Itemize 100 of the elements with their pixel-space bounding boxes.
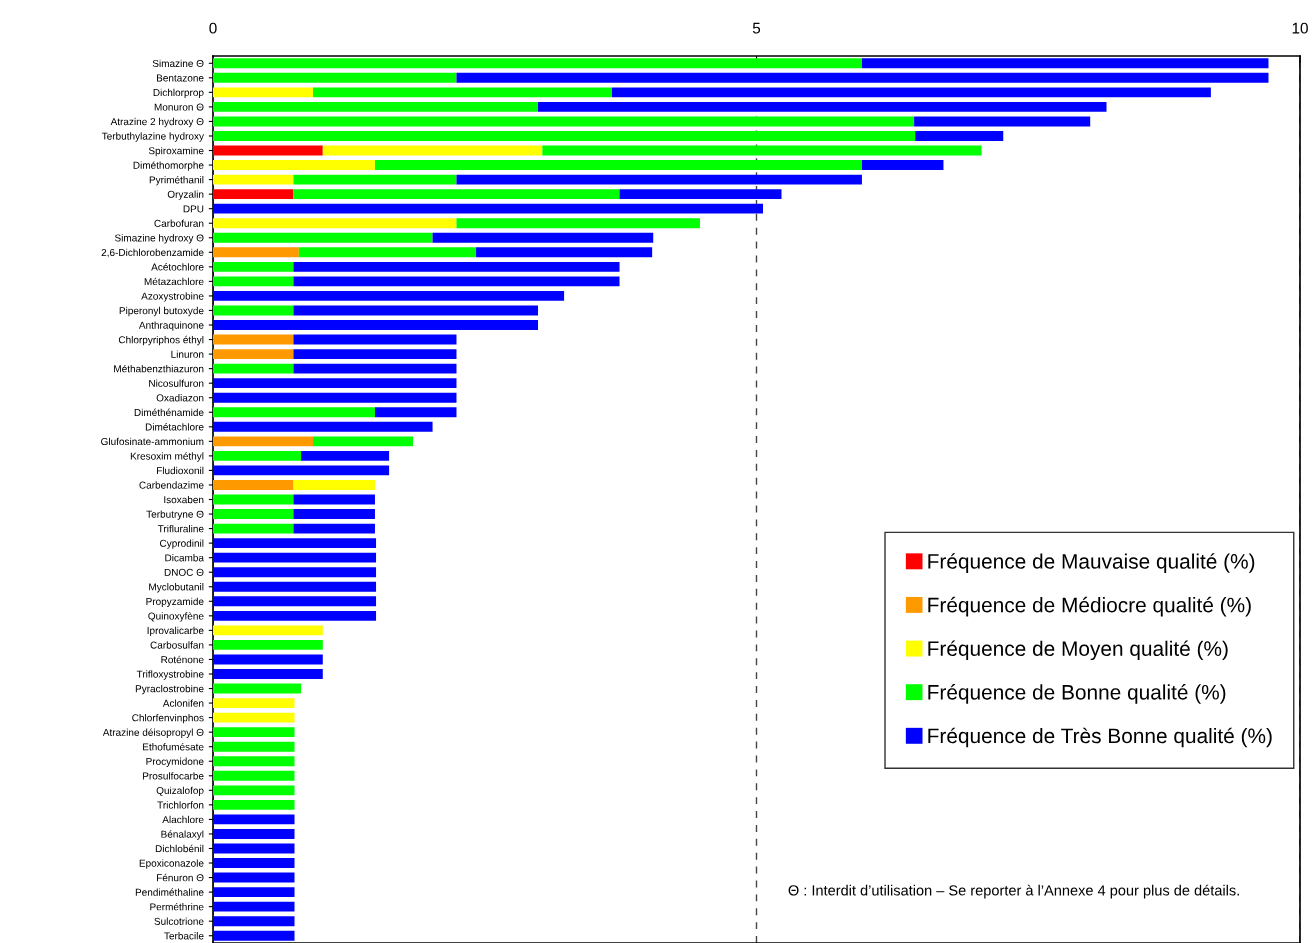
bar [611, 87, 1211, 98]
bar [293, 494, 375, 505]
bar [213, 305, 294, 316]
bar [293, 276, 620, 287]
legend-label: Fréquence de Mauvaise qualité (%) [928, 553, 1255, 573]
bar [313, 87, 612, 98]
y-tick-label: Procymidone [146, 757, 204, 767]
y-tick-label: Quizalofop [156, 786, 204, 797]
bar [213, 785, 295, 796]
bar [456, 72, 1269, 83]
y-tick-label: Aclonifen [162, 699, 204, 707]
x-tick-label: 0 [209, 22, 217, 34]
y-tick-label: Fludioxonil [156, 466, 204, 475]
bar [213, 450, 302, 461]
y-tick-label: Simazine hydroxy Θ [114, 234, 204, 244]
bar [213, 567, 377, 578]
y-tick-label: Myclobutanil [149, 583, 204, 593]
bar [213, 712, 295, 723]
y-tick-label: Roténone [161, 655, 204, 664]
bar [213, 872, 295, 883]
bar [213, 349, 294, 360]
bar [213, 581, 377, 592]
y-tick-label: Piperonyl butoxyde [119, 306, 204, 317]
bar [293, 261, 620, 272]
bar [213, 101, 539, 112]
bar [213, 829, 295, 839]
y-tick-label: Carbendazime [139, 481, 204, 489]
y-tick-label: Chlorfenvinphos [132, 713, 204, 724]
y-tick-label: Chlorpyriphos éthyl [118, 335, 204, 346]
bar [213, 232, 433, 243]
bar [213, 596, 377, 607]
y-tick-label: Prosulfocarbe [143, 772, 204, 780]
y-tick-label: Pendiméthaline [135, 888, 204, 896]
bar [213, 887, 295, 898]
bar [213, 160, 375, 170]
y-tick-label: Pyriméthanil [149, 175, 204, 186]
bar [213, 814, 295, 825]
y-tick-label: Dichlobénil [155, 844, 204, 853]
y-tick-label: Diméthénamide [134, 408, 204, 416]
bar [293, 189, 620, 200]
bar [213, 378, 457, 389]
y-tick-label: Quinoxyfène [148, 612, 204, 622]
bar [213, 203, 764, 214]
y-tick-label: Monuron Θ [154, 103, 204, 111]
y-tick-label: Diméthomorphe [133, 161, 204, 171]
bar [213, 261, 294, 272]
bar [213, 538, 377, 549]
bar [213, 741, 295, 752]
bar [374, 160, 862, 170]
bar [213, 465, 390, 476]
y-tick-label: Alachlore [162, 815, 204, 824]
y-tick-label: Dicamba [165, 554, 204, 562]
y-tick-label: Spiroxamine [148, 146, 204, 157]
y-tick-label: Simazine Θ [152, 59, 204, 67]
y-tick-label: DPU [183, 205, 204, 213]
bar [213, 727, 295, 738]
y-tick-label: Cyprodinil [160, 539, 204, 549]
bar [213, 131, 916, 141]
bar [213, 901, 295, 912]
bar [213, 523, 294, 534]
bar [213, 610, 377, 621]
bar [213, 407, 375, 418]
bar [861, 58, 1269, 69]
legend-label: Fréquence de Très Bonne qualité (%) [928, 727, 1272, 748]
bar [213, 145, 323, 156]
y-tick-label: Terbacile [164, 932, 204, 940]
bar [213, 392, 457, 403]
bar [213, 87, 313, 98]
bar [476, 247, 653, 258]
bar [293, 174, 457, 185]
bar [213, 174, 294, 185]
bar [293, 523, 375, 534]
bar [213, 334, 294, 345]
bar [213, 480, 294, 490]
bar [293, 334, 457, 345]
y-tick-label: Métazachlore [144, 277, 204, 286]
bar [213, 58, 862, 69]
y-tick-label: Perméthrine [150, 902, 204, 911]
y-tick-label: Dichlorprop [153, 88, 204, 99]
bar [213, 189, 294, 200]
x-tick-label: 5 [752, 22, 761, 34]
legend-label: Fréquence de Médiocre qualité (%) [928, 596, 1251, 617]
bar [213, 552, 377, 563]
y-tick-label: Méthabenzthiazuron [114, 364, 204, 373]
bar [313, 436, 414, 447]
bar [213, 218, 457, 229]
y-tick-label: Oxadiazon [156, 394, 204, 402]
bar [213, 843, 295, 854]
bar [293, 509, 375, 519]
bar [213, 72, 457, 83]
y-tick-label: Atrazine déisopropyl Θ [102, 728, 204, 738]
y-tick-label: Atrazine 2 hydroxy Θ [110, 117, 204, 128]
bar [293, 480, 375, 490]
bar [213, 290, 565, 301]
bar [293, 363, 457, 374]
bar [213, 639, 323, 650]
y-tick-label: Propyzamide [146, 597, 204, 607]
bar [213, 770, 295, 781]
y-tick-label: Nicosulfuron [149, 379, 204, 387]
y-tick-label: Glufosinate-ammonium [101, 437, 204, 446]
